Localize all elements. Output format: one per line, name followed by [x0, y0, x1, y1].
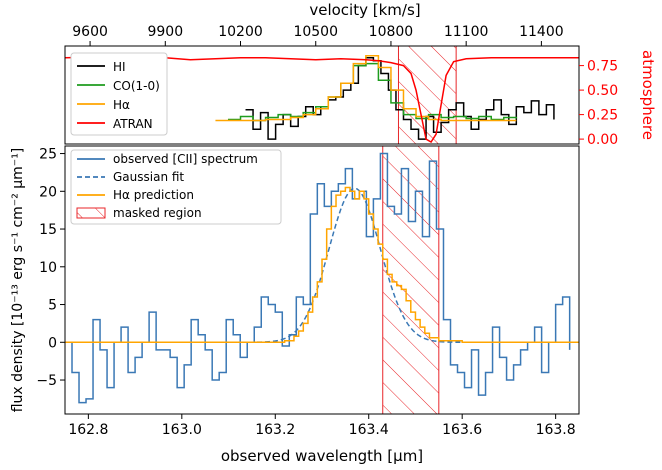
top-x-tick-label: 11100: [444, 24, 489, 40]
masked-region: [382, 145, 440, 415]
bottom-x-tick-label: 162.8: [68, 422, 108, 438]
top-x-tick-label: 10800: [369, 24, 414, 40]
bottom-y-tick-label: 5: [48, 298, 57, 314]
bottom-y-tick-label: 20: [39, 184, 57, 200]
bottom-x-tick-label: 163.6: [442, 422, 482, 438]
bottom-y-tick-label: 15: [39, 222, 57, 238]
bottom-xlabel: observed wavelength [μm]: [221, 447, 423, 465]
bottom-series-group: [65, 152, 579, 404]
top-x-tick-label: 10500: [293, 24, 338, 40]
bottom-legend-label: Gaussian fit: [113, 170, 184, 184]
bottom-legend-label: observed [CII] spectrum: [113, 152, 258, 166]
bottom-y-tick-label: −5: [36, 373, 57, 389]
bottom-x-ticks: 162.8 163.0 163.2 163.4 163.6 163.8: [68, 414, 576, 438]
bottom-y-ticks: −5 0 5 10 15 20 25: [36, 147, 65, 389]
top-series-atran: [65, 56, 579, 144]
top-legend-label: ATRAN: [113, 117, 153, 131]
bottom-x-tick-label: 163.4: [349, 422, 389, 438]
bottom-y-tick-label: 25: [39, 147, 57, 163]
bottom-panel: 162.8 163.0 163.2 163.4 163.6 163.8 −5 0 5 10 15 2…: [10, 145, 580, 465]
series-observed-cii-spectrum: [65, 152, 571, 404]
top-legend-box: [70, 52, 168, 136]
top-legend-label: HI: [113, 60, 126, 74]
bottom-y-tick-label: 0: [48, 335, 57, 351]
top-legend-label: CO(1-0): [113, 79, 160, 93]
bottom-y-tick-label: 10: [39, 260, 57, 276]
bottom-x-tick-label: 163.8: [536, 422, 576, 438]
bottom-legend: observed [CII] spectrum Gaussian fit Hα pr…: [70, 149, 282, 225]
top-series-group: [65, 55, 579, 144]
top-x-tick-label: 10200: [218, 24, 263, 40]
top-right-y-tick-label: 0.25: [587, 108, 618, 124]
top-x-tick-label: 9900: [147, 24, 183, 40]
top-series-h-: [215, 55, 517, 122]
top-legend-label: Hα: [113, 98, 130, 112]
bottom-legend-box: [70, 149, 282, 225]
bottom-legend-label: Hα prediction: [113, 188, 194, 202]
top-x-tick-label: 9600: [72, 24, 108, 40]
series-h-prediction: [65, 186, 579, 344]
top-x-tick-label: 11400: [519, 24, 564, 40]
bottom-x-tick-label: 163.2: [255, 422, 295, 438]
top-masked-region: [397, 45, 457, 145]
top-right-y-tick-label: 0.00: [587, 132, 618, 148]
top-x-ticks: 9600 9900 10200 10500 10800 11100 11400: [72, 24, 564, 46]
top-right-y-ticks: 0.00 0.25 0.50 0.75: [579, 59, 618, 148]
bottom-axes-frame: [64, 145, 580, 415]
bottom-legend-label: masked region: [113, 206, 202, 220]
bottom-legend-swatch-masked: [76, 207, 106, 219]
top-right-y-tick-label: 0.75: [587, 59, 618, 75]
top-right-ylabel: atmosphere: [639, 50, 657, 140]
bottom-x-tick-label: 163.0: [162, 422, 202, 438]
top-xlabel: velocity [km/s]: [309, 1, 420, 19]
bottom-ylabel: flux density [10⁻¹³ erg s⁻¹ cm⁻² μm⁻¹]: [10, 148, 26, 413]
top-axes-frame: [64, 45, 580, 145]
top-legend: HI CO(1-0) Hα ATRAN: [70, 52, 168, 136]
top-right-y-tick-label: 0.50: [587, 83, 618, 99]
top-series-co-1-0-: [227, 62, 518, 122]
top-panel: velocity [km/s] 9600 9900 10200 10500 10800 1…: [64, 1, 657, 148]
